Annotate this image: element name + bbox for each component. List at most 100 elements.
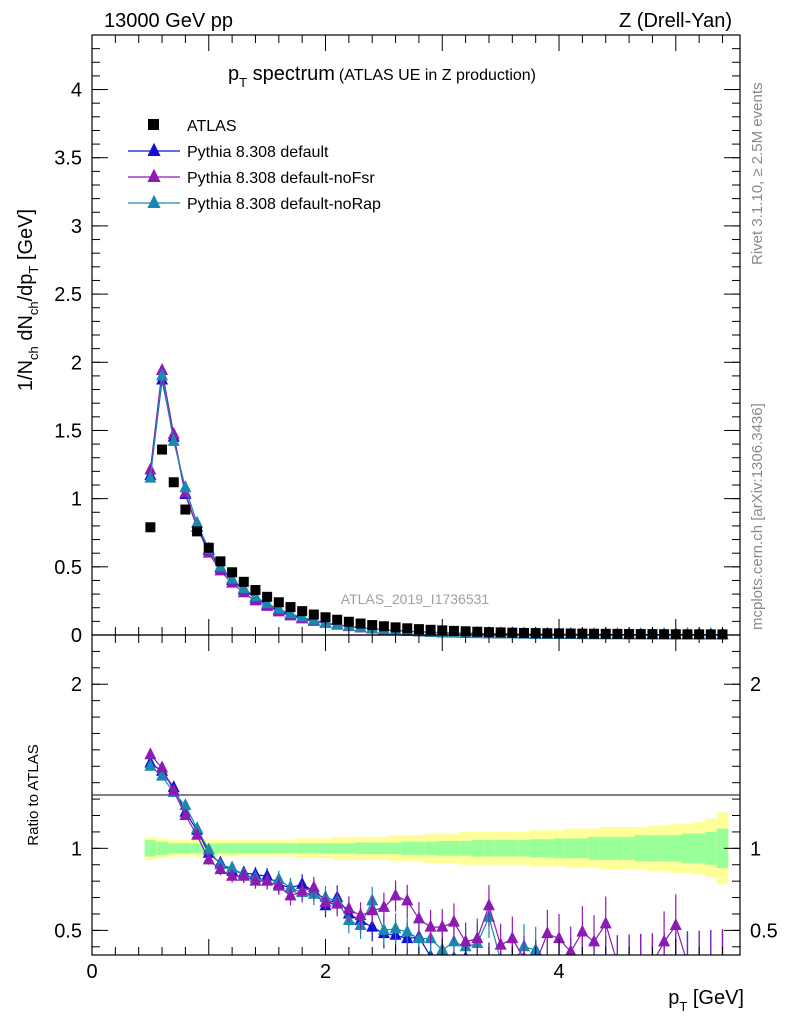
atlas-data-point [425,624,436,635]
atlas-data-point [227,567,238,578]
ratio-series-point [611,956,623,968]
ratio-band-inner [448,840,460,856]
main-y-tick-label: 3 [71,216,82,238]
ratio-y-tick-label: 0.5 [54,920,82,942]
main-series-point [237,581,250,594]
ratio-series-point [646,956,658,968]
ratio-band-inner [191,843,203,854]
ratio-series-point [646,956,658,968]
main-series-point [261,596,274,609]
ratio-y-tick-label: 2 [71,674,82,696]
ratio-series-point [576,924,589,937]
atlas-data-point [308,609,319,620]
ratio-band-inner [471,840,484,857]
ratio-series-point [576,956,588,968]
legend-marker-triangle [147,194,161,208]
main-y-tick-label: 0 [71,625,82,647]
ratio-series-point [611,956,623,968]
ratio-series-point [669,917,682,930]
ratio-series-point [646,956,658,968]
ratio-y-tick-label-right: 0.5 [750,920,778,942]
ratio-band-inner [296,843,308,854]
ratio-band-inner [553,838,565,859]
main-y-tick-label: 4 [71,80,82,102]
legend-marker-square [148,119,159,130]
atlas-data-point [157,444,168,455]
atlas-data-point [589,628,600,639]
ratio-band-inner [541,839,554,858]
ratio-plot-frame [91,634,741,956]
ratio-series-point [366,903,379,916]
main-series-point [144,470,157,483]
ratio-series-point [670,956,682,968]
atlas-data-point [355,618,366,629]
ratio-series-point [156,760,169,773]
ratio-band-inner [658,835,670,862]
ratio-series-point [635,956,647,968]
ratio-series-point [681,956,693,968]
atlas-data-point [519,627,529,638]
ratio-series-point [600,956,612,968]
atlas-data-point [472,626,483,637]
ratio-series-point [226,868,239,881]
atlas-data-point [168,477,179,488]
ratio-series-point [284,880,297,893]
atlas-data-point [378,621,389,632]
ratio-series-point [401,893,414,906]
ratio-series-point [202,842,215,855]
ratio-series-point [623,956,635,968]
atlas-data-point [402,623,413,634]
main-series-point [167,427,180,440]
ratio-series-point [716,956,728,968]
ratio-series-point [389,921,402,934]
ratio-band-inner [529,839,542,858]
ratio-y-tick-label: 1 [71,838,82,860]
legend-label: ATLAS [187,118,237,135]
ratio-band-inner [483,840,495,857]
ratio-band-inner [634,835,647,862]
ratio-series-point [284,888,297,901]
ratio-series-point [377,899,390,912]
atlas-data-point [659,629,670,640]
side-source-text: mcplots.cern.ch [arXiv:1306.3436] [749,403,766,630]
main-y-tick-label: 2.5 [54,284,82,306]
atlas-data-point [285,602,296,613]
ratio-series-point [670,956,682,968]
ratio-band-inner [343,843,355,854]
ratio-band-inner [319,843,332,854]
ratio-series-point [600,956,612,968]
main-title: pT spectrum (ATLAS UE in Z production) [228,63,536,90]
ratio-band-inner [401,841,414,855]
ratio-series-point [179,808,192,821]
ratio-series-point [436,919,449,932]
atlas-data-point [332,614,343,625]
ratio-series-point [483,956,495,968]
ratio-band-inner [693,833,705,864]
ratio-y-tick-label-right: 2 [750,674,761,696]
analysis-watermark: ATLAS_2019_I1736531 [341,591,490,607]
ratio-series-point [237,868,250,881]
main-series-point [226,571,239,584]
ratio-series-point [319,894,332,907]
ratio-plot-series [144,747,728,968]
ratio-series-point [202,852,215,865]
ratio-series-point [716,956,728,968]
ratio-series-point [249,873,262,886]
ratio-series-point [635,956,647,968]
main-y-axis: 0 0.5 1 1.5 2 2.5 3 3.5 4 [54,34,740,647]
ratio-band-inner [669,835,682,862]
atlas-data-point [448,625,459,636]
ratio-band-inner [156,841,168,855]
atlas-data-point [238,576,249,587]
ratio-series-point [471,956,483,968]
ratio-band-inner [249,843,262,854]
title-pt: p [228,63,239,85]
x-tick-label: 4 [553,961,564,983]
ratio-uncertainty-bands [144,812,729,885]
ratio-series-point [226,860,239,873]
ratio-band-inner [226,843,238,854]
ratio-series-point [389,888,402,901]
atlas-data-point [565,628,576,639]
atlas-data-point [635,629,646,640]
ratio-band-inner [646,835,659,862]
